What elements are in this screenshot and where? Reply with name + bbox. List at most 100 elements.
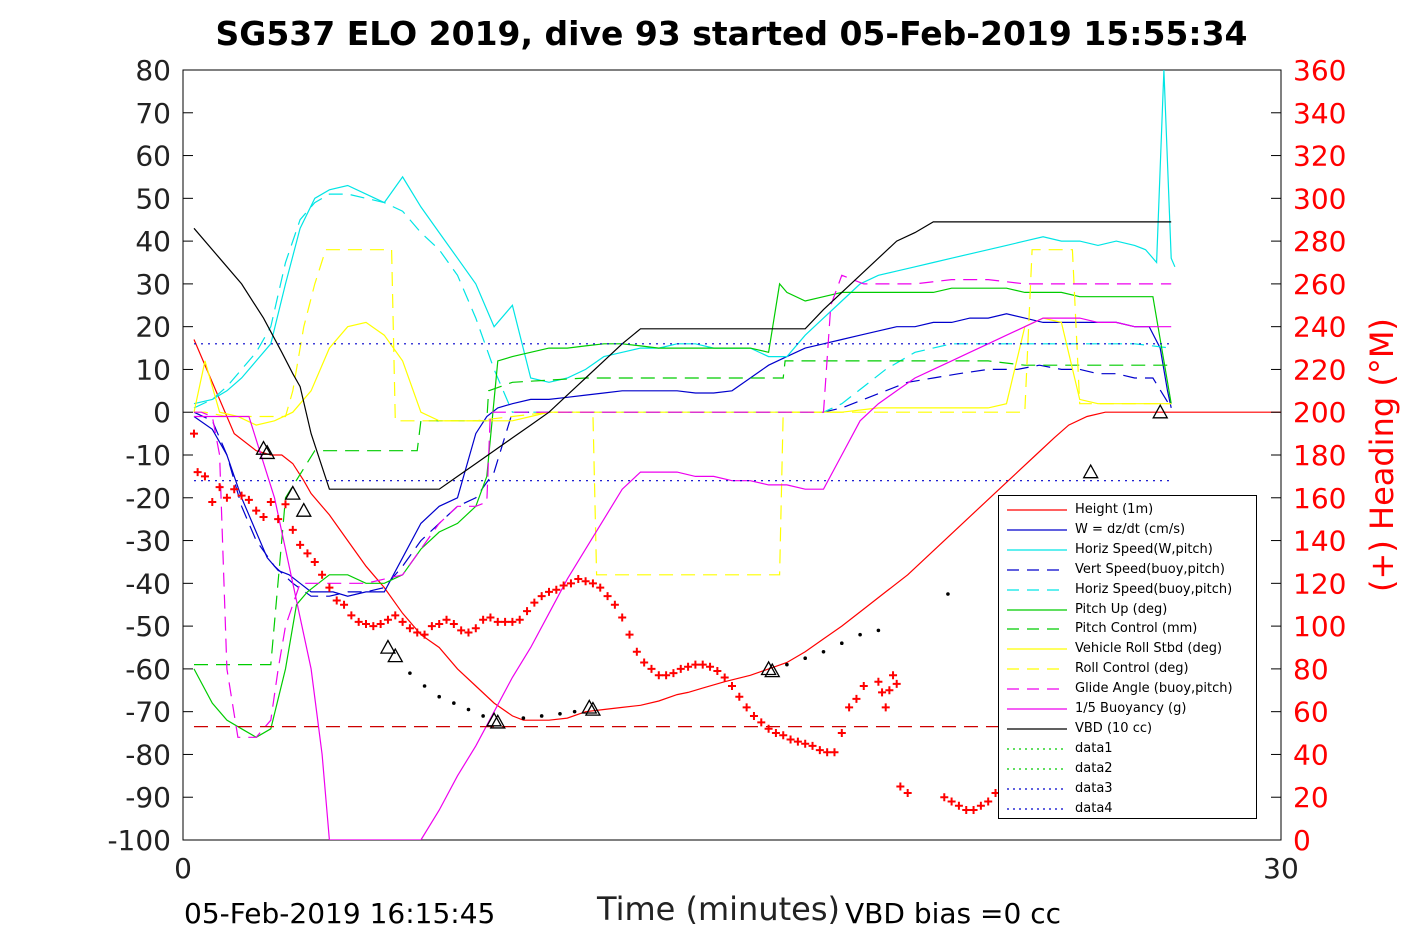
- heading-point: [493, 617, 502, 626]
- heading-point: [288, 525, 297, 534]
- height-triangle-marker: [485, 711, 503, 727]
- height-triangle-marker: [284, 485, 301, 500]
- y-right-tick-label: 240: [1293, 311, 1346, 344]
- series-line-w-dz-dt-cm-s: [193, 313, 1172, 597]
- legend-entry: Horiz Speed(W,pitch): [999, 540, 1256, 560]
- y-tick-label: 60: [135, 140, 171, 173]
- y-tick-label: 50: [135, 182, 171, 215]
- y-tick-label: -30: [125, 525, 171, 558]
- heading-point: [874, 677, 883, 686]
- heading-point: [786, 735, 795, 744]
- heading-point: [427, 622, 436, 631]
- heading-point: [962, 806, 971, 815]
- heading-point: [837, 729, 846, 738]
- y-right-tick-label: 340: [1293, 97, 1346, 130]
- heading-point: [581, 577, 590, 586]
- legend-label: 1/5 Buoyancy (g): [1075, 701, 1187, 716]
- legend-label: Horiz Speed(buoy,pitch): [1075, 581, 1233, 597]
- height-dot-marker: [437, 694, 442, 699]
- legend-swatch: [1007, 648, 1067, 650]
- legend-entry: W = dz/dt (cm/s): [999, 520, 1256, 540]
- legend-entry: Height (1m): [999, 500, 1256, 520]
- legend-label: Horiz Speed(W,pitch): [1075, 541, 1213, 557]
- heading-point: [662, 671, 671, 680]
- heading-point: [362, 619, 370, 628]
- height-dot-marker: [558, 712, 562, 716]
- y-right-tick-label: 100: [1293, 610, 1346, 643]
- heading-point: [354, 617, 363, 626]
- y-tick-label: 70: [135, 97, 171, 130]
- heading-point: [552, 585, 561, 594]
- y-right-tick-label: 360: [1293, 54, 1346, 87]
- y-tick-label: -40: [125, 567, 171, 600]
- chart-legend: Height (1m) W = dz/dt (cm/s) Horiz Speed(W…: [998, 495, 1257, 819]
- heading-point: [947, 797, 956, 806]
- legend-label: Pitch Up (deg): [1075, 601, 1168, 617]
- heading-point: [200, 472, 209, 481]
- heading-point: [230, 485, 239, 494]
- y-tick-label: 0: [153, 396, 171, 429]
- vbd-bias-label: VBD bias =0 cc: [845, 897, 1061, 930]
- heading-point: [764, 724, 773, 733]
- legend-swatch: [1007, 748, 1067, 750]
- heading-point: [793, 737, 802, 746]
- legend-swatch: [1007, 688, 1067, 690]
- heading-point: [878, 688, 887, 697]
- legend-swatch: [1007, 787, 1067, 790]
- heading-point: [640, 658, 649, 667]
- heading-point: [420, 630, 429, 639]
- heading-point: [486, 613, 495, 622]
- heading-point: [252, 506, 261, 515]
- legend-label: Glide Angle (buoy,pitch): [1075, 681, 1233, 697]
- heading-point: [340, 600, 349, 609]
- heading-point: [654, 671, 663, 680]
- height-triangle-marker: [295, 502, 312, 517]
- heading-point: [479, 615, 488, 624]
- series-line-height-1m: [193, 339, 1281, 721]
- heading-point: [189, 429, 198, 438]
- height-triangle-marker: [489, 714, 506, 729]
- legend-entry: data1: [999, 739, 1256, 759]
- heading-point: [296, 540, 305, 549]
- heading-point: [742, 703, 751, 712]
- legend-entry: data4: [999, 799, 1256, 819]
- y-tick-label: -60: [125, 653, 171, 686]
- heading-point: [618, 613, 627, 622]
- heading-point: [545, 587, 553, 596]
- legend-label: Height (1m): [1075, 502, 1154, 517]
- heading-point: [259, 513, 268, 522]
- legend-label: data3: [1075, 780, 1113, 796]
- height-dot-marker: [840, 641, 844, 646]
- y-tick-label: 30: [135, 268, 171, 301]
- height-dot-marker: [521, 716, 526, 720]
- legend-entry: Pitch Control (mm): [999, 619, 1256, 639]
- heading-point: [383, 615, 392, 624]
- legend-swatch: [1007, 549, 1067, 551]
- legend-entry: data3: [999, 779, 1256, 799]
- legend-entry: Roll Control (deg): [999, 659, 1256, 679]
- heading-point: [735, 692, 744, 701]
- y-right-tick-label: 80: [1293, 653, 1329, 686]
- height-triangle-marker: [764, 662, 781, 678]
- height-triangle-marker: [581, 699, 598, 714]
- x-axis-label: Time (minutes): [597, 890, 840, 928]
- legend-label: data2: [1075, 760, 1113, 776]
- height-dot-marker: [946, 592, 950, 596]
- legend-label: Pitch Control (mm): [1075, 621, 1198, 637]
- x-tick-label: 30: [1263, 852, 1299, 885]
- height-triangle-marker: [255, 440, 272, 455]
- y-right-tick-label: 260: [1293, 268, 1346, 301]
- x-tick-label: 0: [174, 852, 192, 885]
- heading-point: [588, 579, 597, 588]
- heading-point: [332, 596, 341, 605]
- heading-point: [596, 583, 605, 592]
- y-right-tick-label: 300: [1293, 182, 1346, 215]
- end-timestamp: 05-Feb-2019 16:15:45: [184, 897, 496, 930]
- legend-entry: 1/5 Buoyancy (g): [999, 699, 1256, 719]
- heading-point: [457, 626, 466, 635]
- heading-point: [903, 788, 912, 797]
- heading-point: [310, 557, 319, 566]
- heading-point: [881, 703, 890, 712]
- heading-point: [369, 622, 378, 631]
